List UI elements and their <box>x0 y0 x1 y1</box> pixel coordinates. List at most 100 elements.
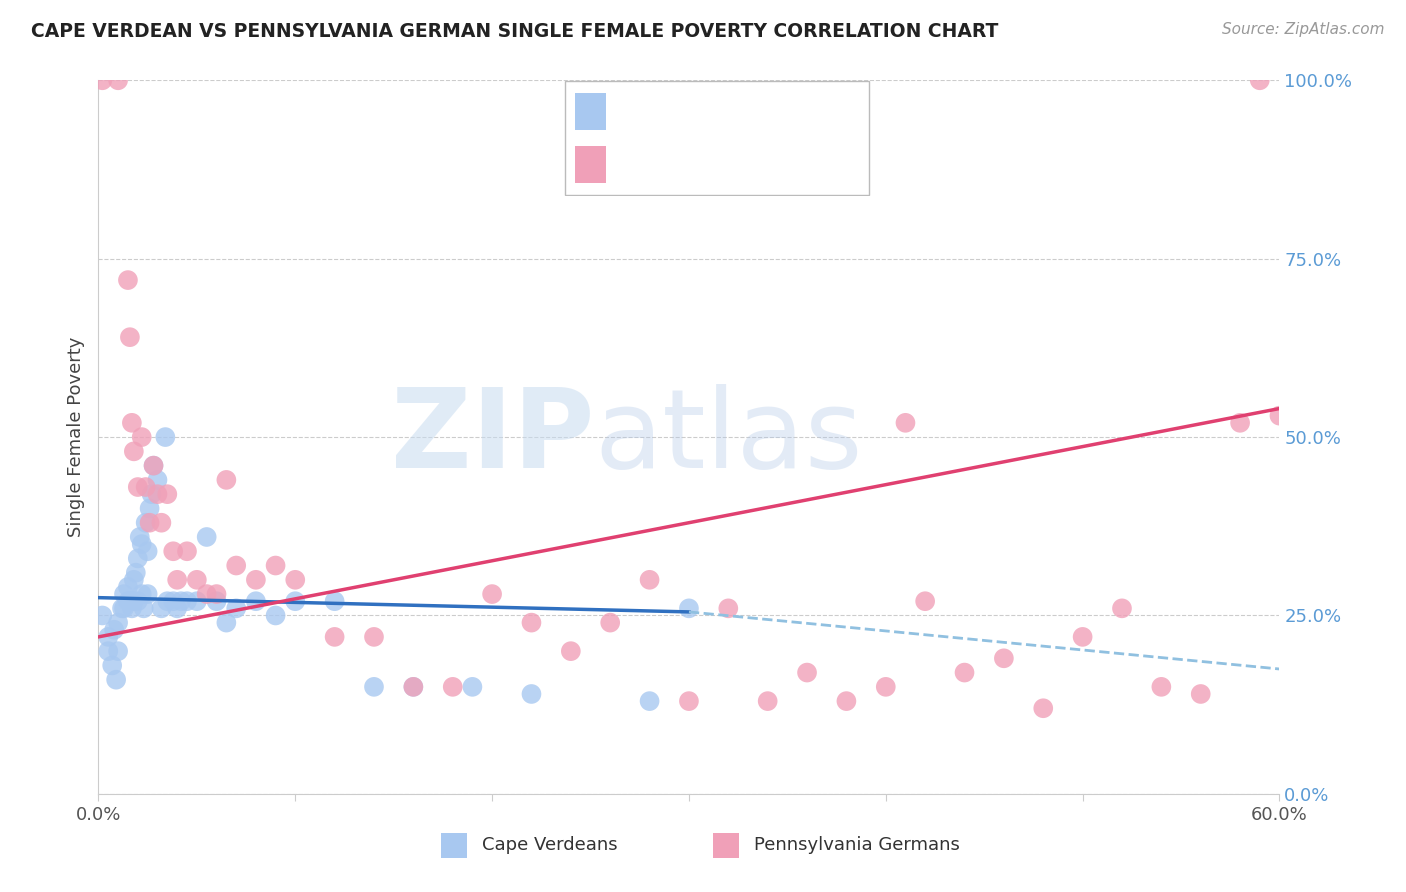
Point <box>162 594 184 608</box>
Point <box>914 594 936 608</box>
Point <box>402 680 425 694</box>
Text: Source: ZipAtlas.com: Source: ZipAtlas.com <box>1222 22 1385 37</box>
FancyBboxPatch shape <box>565 81 869 195</box>
Point <box>122 444 145 458</box>
Point <box>150 516 173 530</box>
Point <box>121 416 143 430</box>
Point <box>284 573 307 587</box>
Point <box>481 587 503 601</box>
Point <box>138 516 160 530</box>
Text: R =  0.284   N = 52: R = 0.284 N = 52 <box>621 156 828 174</box>
Point <box>520 687 543 701</box>
Point <box>176 544 198 558</box>
Point <box>245 573 267 587</box>
Point <box>264 558 287 573</box>
Text: atlas: atlas <box>595 384 863 491</box>
FancyBboxPatch shape <box>441 833 467 858</box>
Point <box>136 544 159 558</box>
Text: ZIP: ZIP <box>391 384 595 491</box>
Point <box>118 330 141 344</box>
Point <box>756 694 779 708</box>
Point <box>112 601 135 615</box>
Point <box>1150 680 1173 694</box>
Point <box>162 544 184 558</box>
Point <box>156 487 179 501</box>
Point <box>195 530 218 544</box>
Point <box>796 665 818 680</box>
Point <box>107 644 129 658</box>
Point <box>195 587 218 601</box>
Point <box>993 651 1015 665</box>
Point <box>128 530 150 544</box>
Point <box>205 587 228 601</box>
Point <box>146 487 169 501</box>
Point <box>91 608 114 623</box>
Point <box>112 587 135 601</box>
Point <box>142 458 165 473</box>
Y-axis label: Single Female Poverty: Single Female Poverty <box>66 337 84 537</box>
Point <box>136 587 159 601</box>
Point <box>1249 73 1271 87</box>
Point <box>135 480 157 494</box>
Point <box>127 480 149 494</box>
Point <box>560 644 582 658</box>
Point <box>638 694 661 708</box>
Point <box>170 594 193 608</box>
Point <box>138 501 160 516</box>
Point <box>264 608 287 623</box>
Point <box>717 601 740 615</box>
Point <box>142 458 165 473</box>
Point <box>1032 701 1054 715</box>
Point <box>186 594 208 608</box>
Point <box>894 416 917 430</box>
Point <box>127 594 149 608</box>
Point <box>111 601 134 615</box>
Point <box>166 601 188 615</box>
Point <box>638 573 661 587</box>
Point <box>1071 630 1094 644</box>
Point <box>284 594 307 608</box>
FancyBboxPatch shape <box>713 833 738 858</box>
Point <box>363 680 385 694</box>
Point <box>135 516 157 530</box>
Point <box>125 566 148 580</box>
Point <box>105 673 128 687</box>
Text: Pennsylvania Germans: Pennsylvania Germans <box>754 837 960 855</box>
Point <box>205 594 228 608</box>
Point <box>97 644 120 658</box>
Text: R = -0.065   N = 53: R = -0.065 N = 53 <box>621 103 828 120</box>
Point <box>121 601 143 615</box>
Point <box>141 487 163 501</box>
Point <box>91 73 114 87</box>
Point <box>146 473 169 487</box>
Point <box>117 580 139 594</box>
Point <box>323 594 346 608</box>
Point <box>107 73 129 87</box>
Point <box>520 615 543 630</box>
Point <box>678 694 700 708</box>
Point <box>107 615 129 630</box>
Point <box>441 680 464 694</box>
Point <box>122 594 145 608</box>
Point <box>215 473 238 487</box>
Point <box>225 601 247 615</box>
FancyBboxPatch shape <box>575 93 606 130</box>
Point <box>176 594 198 608</box>
Point <box>155 430 177 444</box>
Point <box>1268 409 1291 423</box>
Point <box>117 273 139 287</box>
Point <box>186 573 208 587</box>
Point <box>953 665 976 680</box>
Point <box>461 680 484 694</box>
FancyBboxPatch shape <box>575 146 606 184</box>
Point <box>678 601 700 615</box>
Point <box>1229 416 1251 430</box>
Text: Cape Verdeans: Cape Verdeans <box>482 837 617 855</box>
Point <box>101 658 124 673</box>
Point <box>127 551 149 566</box>
Point <box>131 537 153 551</box>
Point <box>402 680 425 694</box>
Point <box>1111 601 1133 615</box>
Point <box>599 615 621 630</box>
Point <box>875 680 897 694</box>
